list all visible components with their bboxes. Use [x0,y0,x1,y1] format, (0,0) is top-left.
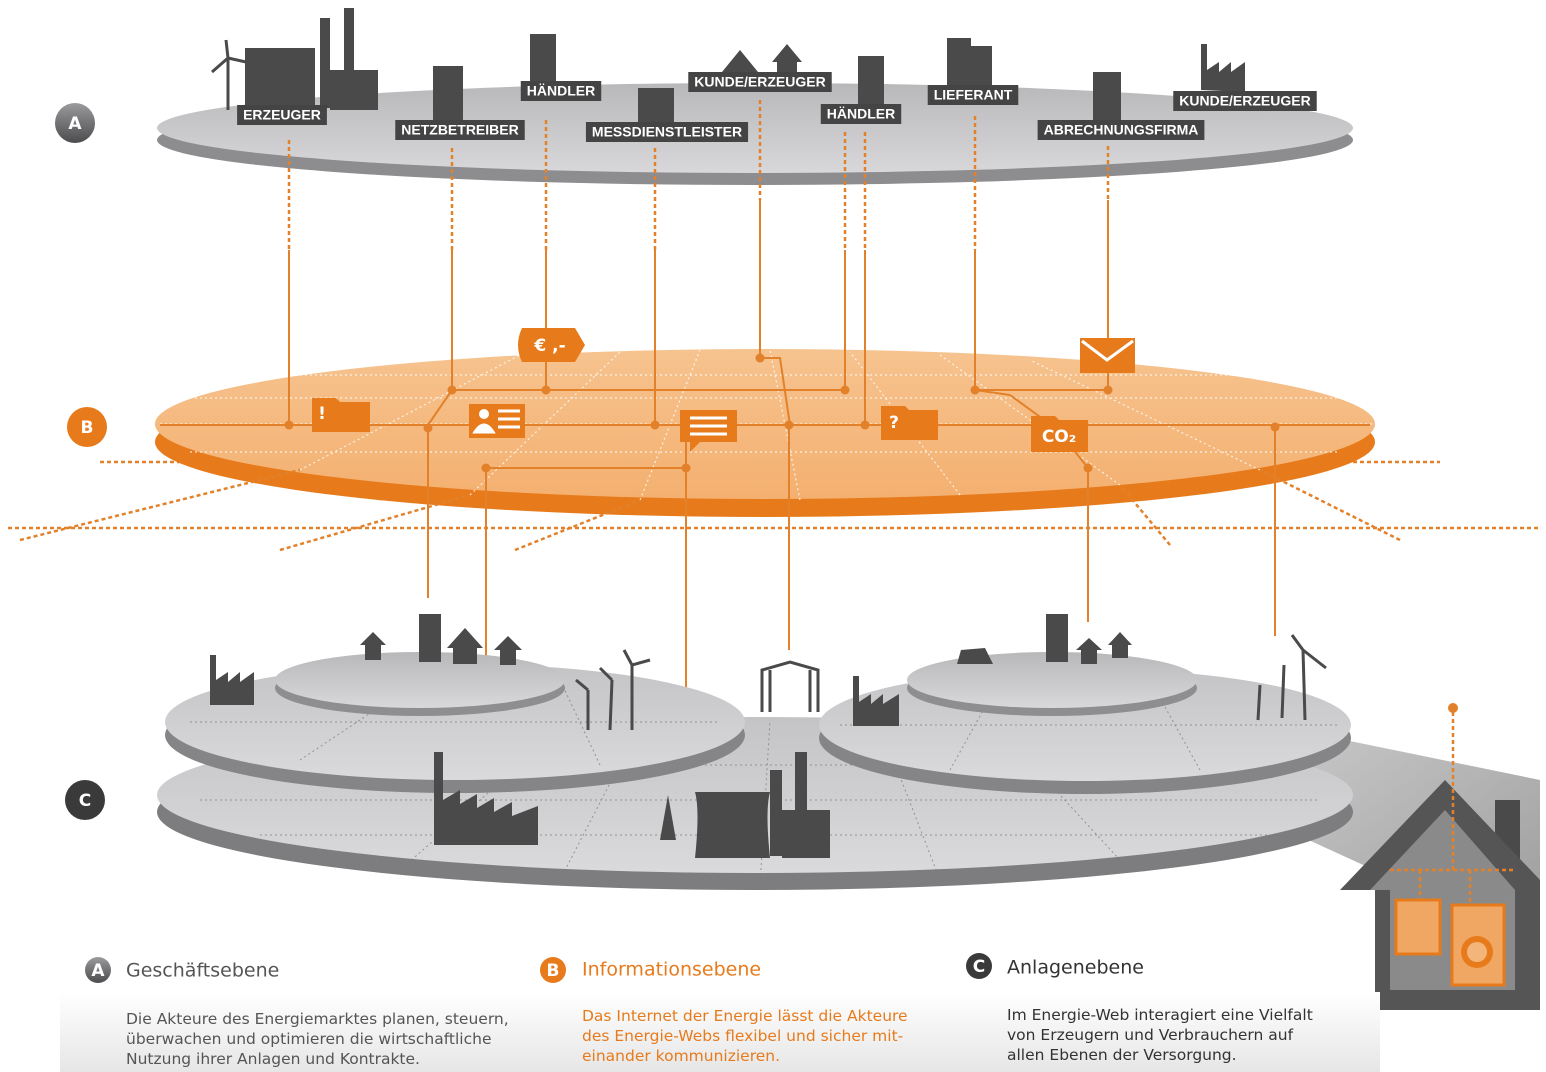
legend-title-c: Anlagenebene [1007,957,1144,979]
shape [957,648,993,664]
actor-label: NETZBETREIBER [401,122,518,138]
text-line: Im Energie-Web interagiert eine Vielfalt [1007,1006,1313,1024]
shape [1271,423,1280,432]
legend-badge-c: C [973,957,985,977]
legend-badge-b: B [547,961,560,981]
icon-alert: ! [318,404,326,424]
shape [433,66,463,122]
shape [1093,72,1121,124]
legend-title-a: Geschäftsebene [126,960,279,982]
badge-b: B [81,418,94,438]
icon-co2: CO₂ [1042,427,1076,447]
badge-a: A [68,114,82,134]
legend-badge-a: A [91,961,105,981]
text-line: Nutzung ihrer Anlagen und Kontrakte. [126,1050,420,1068]
shape [682,464,691,473]
text-line: des Energie-Webs flexibel und sicher mit… [582,1027,903,1045]
shape [971,386,980,395]
shape [330,70,378,110]
shape [285,421,294,430]
shape [1046,614,1068,662]
shape [1201,44,1245,92]
text-line: Das Internet der Energie lässt die Akteu… [582,1007,908,1025]
text-line: überwachen und optimieren die wirtschaft… [126,1030,491,1048]
shape [947,38,971,90]
shape [1396,900,1440,954]
text-line: von Erzeugern und Verbrauchern auf [1007,1026,1294,1044]
layer-c-disks [157,652,1540,985]
icon-price: € ,- [533,336,565,356]
page: ! € ,- ? CO₂ [0,0,1546,1072]
icon-question: ? [889,413,899,433]
shape [419,614,441,662]
actor-label: LIEFERANT [934,87,1013,103]
badge-c: C [79,791,91,811]
shape [1467,942,1487,962]
shape [482,464,491,473]
shape [651,421,660,430]
actor-label: HÄNDLER [527,83,595,99]
shape [530,34,556,84]
actor-label: KUNDE/ERZEUGER [1179,93,1310,109]
shape [212,40,246,110]
actor-label: ABRECHNUNGSFIRMA [1044,122,1199,138]
energy-web-diagram: ! € ,- ? CO₂ [0,0,1546,1072]
text-line: Die Akteure des Energiemarktes planen, s… [126,1010,509,1028]
shape [785,421,794,430]
layer-b-disk [8,349,1540,550]
text-line: allen Ebenen der Versorgung. [1007,1046,1237,1064]
shape [1448,703,1458,713]
shape [861,421,870,430]
shape [1084,464,1093,473]
actor-label: ERZEUGER [243,107,321,123]
shape [1104,386,1113,395]
shape [542,386,551,395]
actor-label: HÄNDLER [827,106,895,122]
shape [762,662,818,712]
shape [479,409,489,419]
shape [448,386,457,395]
shape [841,386,850,395]
shape [770,770,782,856]
shape [756,354,765,363]
shape [424,424,433,433]
text-line: einander kommunizieren. [582,1047,780,1065]
shape [858,56,884,108]
shape [245,48,315,108]
shape [320,18,330,108]
layer-badges: A B C [55,103,107,820]
shape [970,46,992,90]
legend: A Geschäftsebene Die Akteure des Energie… [60,953,1380,1072]
shape [1080,338,1135,373]
shape [782,810,830,858]
actor-label: KUNDE/ERZEUGER [694,74,825,90]
actor-label: MESSDIENSTLEISTER [592,124,742,140]
legend-title-b: Informationsebene [582,959,761,981]
shape [210,655,254,705]
